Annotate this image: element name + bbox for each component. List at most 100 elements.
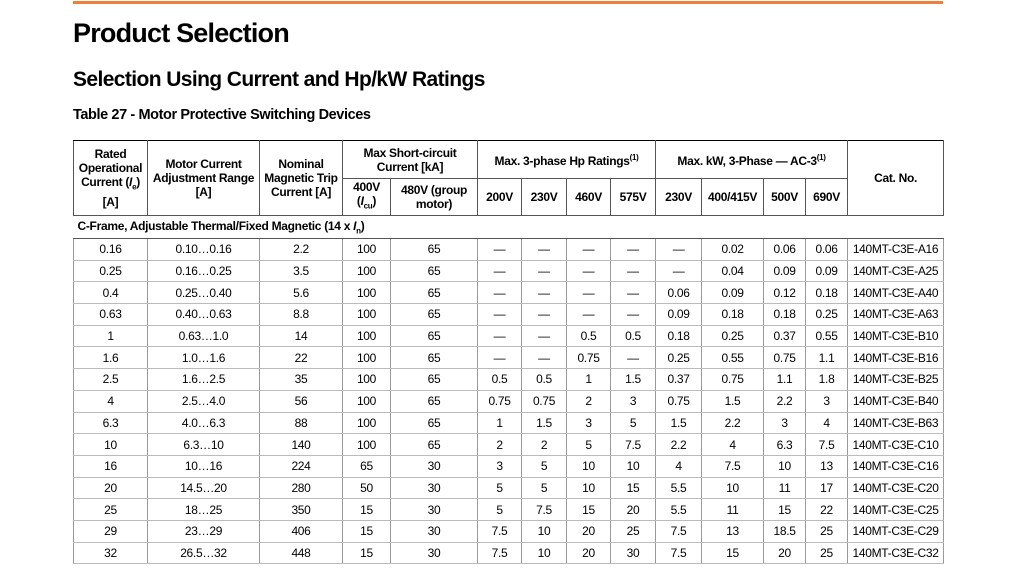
product-table: Rated Operational Current (Ie) [A] Motor… (73, 140, 945, 565)
table-row: 0.16 0.10…0.16 2.2 100 65— — — — —0.02 0.06 0.06 14… (73, 238, 945, 261)
section-text: C-Frame, Adjustable Thermal/Fixed Magnet… (77, 218, 354, 233)
table-row: 32 26.5…32 448 15 30 7.5 10 20 30 7.5 15 20 25 140MT-… (73, 542, 945, 565)
header-text: e (132, 182, 137, 192)
table-cell: 1.0…1.6 (147, 346, 260, 370)
column-header: Max. kW, 3-Phase — AC-3(1) (655, 140, 849, 179)
table-cell: — (521, 260, 568, 283)
table-cell: — (477, 346, 523, 370)
table-cell: 0.02 (701, 238, 765, 261)
column-header: Max. 3-phase Hp Ratings(1) (477, 140, 657, 179)
table-row: 0.25 0.16…0.25 3.5 100 65— — — — —0.04 0.09 0.09 14… (73, 260, 945, 283)
table-cell: 20 (610, 498, 657, 521)
table-cell: 0.25 (805, 303, 849, 326)
table-cell: 30 (389, 498, 479, 521)
table-cell: 0.25 (655, 346, 703, 370)
column-header: Max Short-circuit Current [kA] (341, 140, 479, 179)
table-cell: 25 (805, 542, 849, 565)
table-cell: 100 (342, 325, 391, 348)
table-cell: 1.5 (521, 412, 568, 435)
table-cell: 0.09 (763, 260, 807, 283)
table-cell: 100 (342, 303, 391, 326)
table-cell: 8.8 (259, 303, 343, 326)
table-cell: 0.75 (566, 346, 612, 370)
table-cell: 22 (259, 346, 343, 370)
table-cell: 10 (610, 455, 657, 478)
table-cell: — (521, 238, 568, 261)
table-cell: 0.12 (763, 281, 807, 305)
table-cell: 4 (701, 433, 765, 456)
table-cell: 0.5 (477, 368, 523, 391)
table-cell: — (477, 281, 523, 305)
table-cell: 15 (342, 498, 391, 521)
table-cell: 88 (259, 412, 343, 435)
table-cell: 6.3 (73, 412, 148, 435)
table-cell: 5 (610, 412, 657, 435)
table-cell: 0.75 (477, 390, 523, 413)
table-cell: 1.5 (701, 390, 765, 413)
table-cell: 65 (389, 281, 479, 305)
table-cell: — (610, 281, 657, 305)
table-cell: 3 (805, 390, 849, 413)
table-cell: 35 (259, 368, 343, 391)
table-body: C-Frame, Adjustable Thermal/Fixed Magnet… (73, 215, 945, 565)
table-cell: 5 (566, 433, 612, 456)
table-cell: 2.5…4.0 (147, 390, 260, 413)
table-cell: 26.5…32 (147, 542, 260, 565)
table-cell: 65 (389, 412, 479, 435)
table-row: 4 2.5…4.0 56 100 65 0.75 0.75 2 3 0.75 1.5 2.2 3 140M… (73, 390, 945, 413)
table-cell: 5 (477, 498, 523, 521)
table-cell: 7.5 (477, 542, 523, 565)
table-cell: 56 (259, 390, 343, 413)
section-title: Selection Using Current and Hp/kW Rating… (73, 68, 485, 91)
table-cell: — (477, 303, 523, 326)
table-cell: — (610, 303, 657, 326)
table-cell: 1 (73, 325, 148, 348)
table-cell: 4 (73, 390, 148, 413)
table-cell: 10 (521, 520, 568, 543)
column-header: 230V (521, 178, 568, 216)
table-cell: 280 (259, 477, 343, 500)
column-header: 575V (610, 178, 657, 216)
table-cell: 32 (73, 542, 148, 565)
header-text: 400V ( (353, 180, 380, 209)
table-cell: 140MT-C3E-A40 (847, 281, 945, 305)
table-cell: 0.25…0.40 (147, 281, 260, 305)
section-label: C-Frame, Adjustable Thermal/Fixed Magnet… (73, 215, 944, 239)
table-cell: 140MT-C3E-B63 (847, 412, 945, 435)
table-cell: 7.5 (521, 498, 568, 521)
table-cell: 0.37 (763, 325, 807, 348)
section-text: n (356, 226, 361, 236)
table-cell: 1.6…2.5 (147, 368, 260, 391)
table-cell: 0.55 (805, 325, 849, 348)
table-cell: 140MT-C3E-C25 (847, 498, 945, 521)
table-cell: 0.18 (655, 325, 703, 348)
table-cell: 15 (763, 498, 807, 521)
table-cell: 11 (763, 477, 807, 500)
table-cell: 15 (342, 542, 391, 565)
table-cell: — (566, 303, 612, 326)
header-text: I (129, 175, 133, 190)
table-cell: — (521, 303, 568, 326)
table-cell: 140MT-C3E-C32 (847, 542, 945, 565)
table-cell: 65 (389, 325, 479, 348)
table-cell: — (566, 238, 612, 261)
header-text: (1) (816, 153, 826, 162)
table-cell: 10 (701, 477, 765, 500)
table-cell: — (566, 281, 612, 305)
table-cell: 7.5 (655, 520, 703, 543)
table-cell: 0.75 (701, 368, 765, 391)
table-row: 10 6.3…10 140 100 65 2 2 5 7.5 2.2 4 6.3 7.5 140MT-C3… (73, 433, 945, 456)
table-row: 1 0.63…1.0 14 100 65— —0.5 0.5 0.18 0.25 0.37 0.55… (73, 325, 945, 348)
table-cell: 10 (566, 455, 612, 478)
section-text: I (353, 218, 357, 233)
table-cell: 140MT-C3E-C16 (847, 455, 945, 478)
table-row: 20 14.5…20 280 50 30 5 5 10 15 5.5 10 11 17 140MT-C3E… (73, 477, 945, 500)
table-cell: 20 (73, 477, 148, 500)
table-cell: 406 (259, 520, 343, 543)
table-cell: 20 (566, 520, 612, 543)
table-cell: 30 (389, 455, 479, 478)
table-cell: 29 (73, 520, 148, 543)
table-row: 0.4 0.25…0.40 5.6 100 65— — — —0.06 0.09 0.12 0.18… (73, 281, 945, 305)
table-cell: 4.0…6.3 (147, 412, 260, 435)
header-text: Max. 3-phase Hp Ratings (494, 154, 630, 168)
